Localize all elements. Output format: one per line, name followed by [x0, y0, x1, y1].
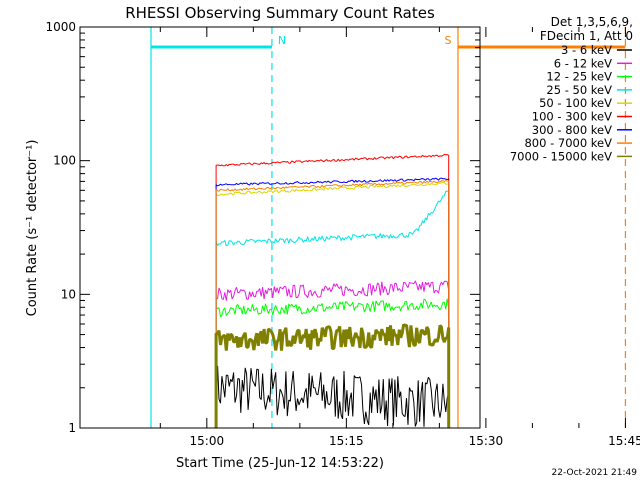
y-tick-label: 10 [61, 287, 76, 301]
series-25-50-kev-line [215, 190, 450, 428]
series-6-12-kev-line [215, 280, 450, 428]
legend-label: 800 - 7000 keV [524, 136, 612, 150]
x-tick-label: 15:30 [469, 434, 504, 448]
legend-label: 100 - 300 keV [532, 110, 612, 124]
legend-label: 6 - 12 keV [554, 56, 612, 70]
x-axis-label: Start Time (25-Jun-12 14:53:22) [176, 456, 384, 471]
legend-label: 50 - 100 keV [539, 96, 612, 110]
plot-series [214, 153, 451, 428]
legend-label: 25 - 50 keV [546, 83, 612, 97]
series-300-800-kev-line [215, 177, 450, 428]
series-800-7000-kev-line [215, 180, 450, 428]
marker-label: N [278, 34, 286, 47]
legend-header-attenuator: FDecim 1, Att 0 [540, 29, 633, 43]
y-tick-label: 100 [53, 154, 76, 168]
legend-label: 7000 - 15000 keV [510, 149, 612, 163]
y-tick-label: 1000 [45, 20, 76, 34]
legend-label: 300 - 800 keV [532, 123, 612, 137]
x-tick-label: 15:45 [608, 434, 640, 448]
chart-title: RHESSI Observing Summary Count Rates [125, 4, 435, 22]
series-3-6-kev-line [215, 365, 450, 428]
series-100-300-kev-line [215, 153, 450, 428]
axes: 110100100015:0015:1515:3015:4516:0016:15… [45, 20, 640, 448]
series-50-100-kev-line [215, 181, 450, 428]
y-tick-label: 1 [68, 421, 76, 435]
series-7000-15000-kev-line [214, 323, 451, 428]
marker-label: S [444, 34, 451, 47]
legend-label: 3 - 6 keV [561, 43, 612, 57]
plot-frame [79, 26, 481, 429]
x-tick-label: 15:15 [329, 434, 364, 448]
y-axis-label: Count Rate (s⁻¹ detector⁻¹) [25, 140, 40, 317]
legend-header-detectors: Det 1,3,5,6,9, [551, 15, 633, 29]
series-12-25-kev-line [215, 298, 450, 428]
timestamp: 22-Oct-2021 21:49 [552, 468, 638, 478]
legend: Det 1,3,5,6,9, FDecim 1, Att 0 3 - 6 keV… [510, 15, 633, 163]
x-tick-label: 15:00 [190, 434, 225, 448]
legend-label: 12 - 25 keV [546, 70, 612, 84]
